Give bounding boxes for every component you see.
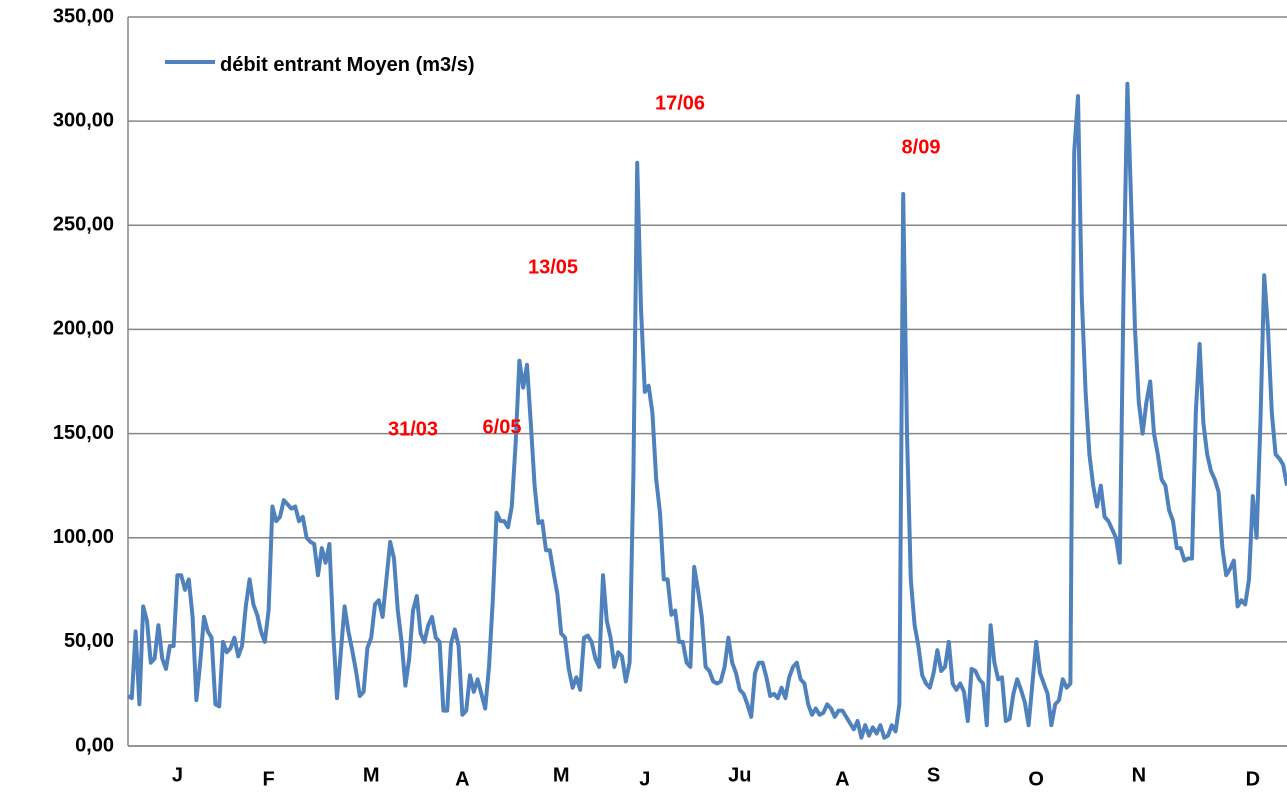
y-tick-label: 100,00 bbox=[53, 526, 114, 548]
x-tick-label: S bbox=[927, 764, 940, 786]
x-tick-label: J bbox=[639, 768, 650, 790]
annotation: 17/06 bbox=[655, 92, 705, 114]
annotation: 13/05 bbox=[528, 256, 578, 278]
y-tick-label: 300,00 bbox=[53, 109, 114, 131]
y-tick-label: 350,00 bbox=[53, 5, 114, 27]
x-tick-label: N bbox=[1132, 764, 1146, 786]
x-tick-label: F bbox=[262, 768, 274, 790]
x-tick-label: J bbox=[172, 764, 183, 786]
data-line bbox=[127, 81, 1287, 740]
annotation: 31/03 bbox=[388, 418, 438, 440]
y-tick-label: 50,00 bbox=[64, 630, 114, 652]
legend-label: débit entrant Moyen (m3/s) bbox=[220, 54, 475, 76]
x-tick-label: M bbox=[553, 764, 570, 786]
x-tick-label: Ju bbox=[728, 764, 751, 786]
annotation: 6/05 bbox=[483, 416, 522, 438]
x-tick-label: D bbox=[1246, 768, 1260, 790]
x-tick-label: A bbox=[835, 768, 849, 790]
y-tick-label: 150,00 bbox=[53, 422, 114, 444]
y-tick-label: 250,00 bbox=[53, 214, 114, 236]
x-tick-label: O bbox=[1028, 768, 1044, 790]
y-tick-label: 200,00 bbox=[53, 318, 114, 340]
annotation: 8/09 bbox=[902, 136, 941, 158]
x-tick-label: A bbox=[455, 768, 469, 790]
y-tick-label: 0,00 bbox=[75, 734, 114, 756]
x-tick-label: M bbox=[363, 764, 380, 786]
